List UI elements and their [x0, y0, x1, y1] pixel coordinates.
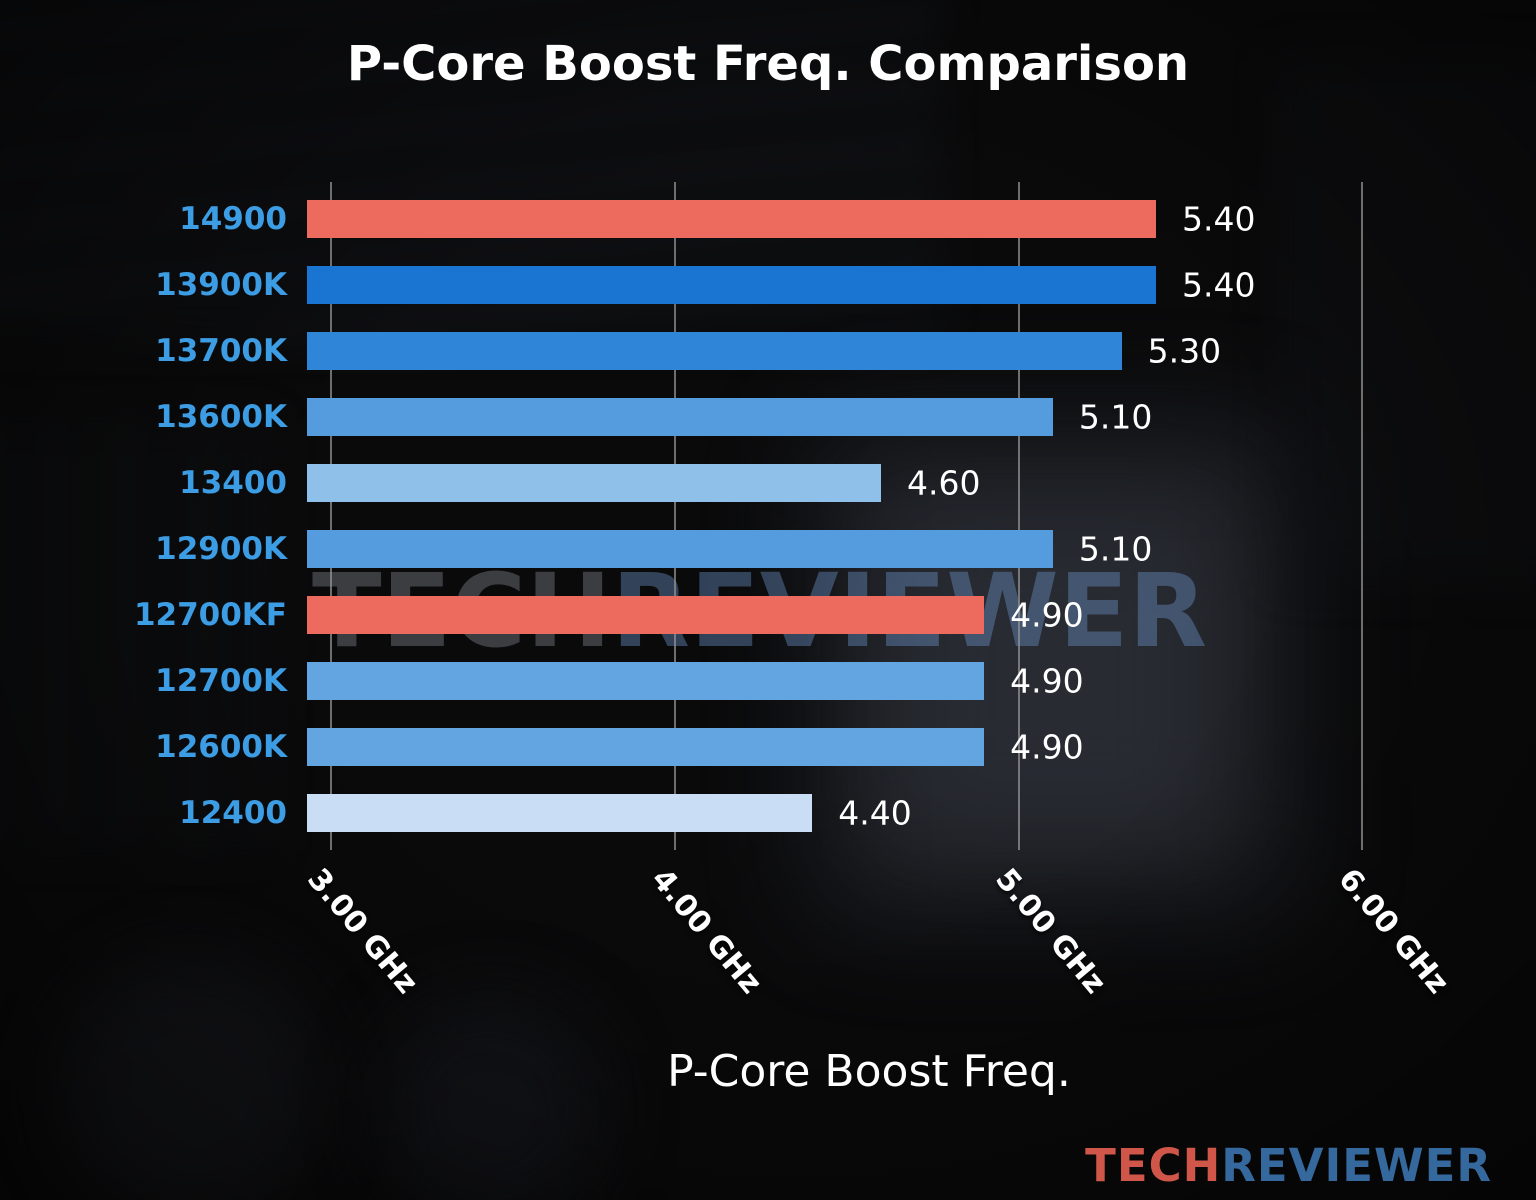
gridline — [330, 182, 333, 850]
value-label: 4.90 — [1010, 727, 1084, 767]
value-label: 4.40 — [838, 793, 912, 833]
bar-row: 12900K 5.10 — [155, 516, 1431, 582]
gridline — [1017, 182, 1020, 850]
value-label: 5.40 — [1182, 199, 1256, 239]
category-label: 13400 — [179, 465, 287, 501]
bar-row: 12700K 4.90 — [155, 648, 1431, 714]
grid-layer — [307, 182, 1431, 850]
bar — [307, 794, 813, 832]
chart-title: P-Core Boost Freq. Comparison — [346, 36, 1190, 92]
bar-row: 12600K 4.90 — [155, 714, 1431, 780]
value-label: 5.10 — [1078, 529, 1153, 569]
bar-row: 13700K 5.30 — [155, 318, 1431, 384]
category-label: 12600K — [155, 729, 287, 765]
bar — [307, 464, 882, 502]
bar — [307, 398, 1053, 436]
value-label: 5.40 — [1182, 265, 1256, 305]
category-label: 13600K — [155, 399, 287, 435]
bar — [307, 596, 985, 634]
category-label: 13900K — [155, 267, 287, 303]
brand-reviewer: REVIEWER — [1221, 1139, 1492, 1192]
category-label: 13700K — [155, 333, 287, 369]
bar — [307, 332, 1122, 370]
bar-row: 13900K 5.40 — [155, 252, 1431, 318]
x-tick-label: 5.00 GHz — [987, 862, 1112, 1001]
bar-row: 14900 5.40 — [179, 186, 1431, 252]
x-tick-label: 3.00 GHz — [300, 862, 425, 1001]
bar — [307, 200, 1156, 238]
bar-row: 13400 4.60 — [179, 450, 1431, 516]
value-label: 5.30 — [1147, 331, 1222, 371]
value-label: 5.10 — [1078, 397, 1153, 437]
category-label: 14900 — [179, 201, 287, 237]
x-axis-ticks: 3.00 GHz 4.00 GHz 5.00 GHz 6.00 GHz — [300, 846, 1455, 1066]
bar — [307, 728, 985, 766]
value-label: 4.60 — [907, 463, 981, 503]
brand-tech: TECH — [1085, 1139, 1222, 1192]
bar-row: 12700KF 4.90 — [134, 582, 1431, 648]
gridline — [1361, 182, 1364, 850]
category-label: 12900K — [155, 531, 287, 567]
x-axis-title: P-Core Boost Freq. — [667, 1046, 1071, 1097]
gridline — [673, 182, 676, 850]
x-tick-label: 4.00 GHz — [643, 862, 769, 1001]
value-label: 4.90 — [1010, 595, 1084, 635]
value-label: 4.90 — [1010, 661, 1084, 701]
plot-area: 14900 5.40 13900K 5.40 13700K 5.30 13600K 5.10 1… — [134, 182, 1456, 1001]
category-label: 12400 — [179, 795, 287, 831]
brand-watermark: TECHREVIEWER — [1085, 1139, 1492, 1192]
bar — [307, 662, 985, 700]
bar-row: 13600K 5.10 — [155, 384, 1431, 450]
bar — [307, 530, 1053, 568]
bars-layer: 14900 5.40 13900K 5.40 13700K 5.30 13600K 5.10 1… — [134, 186, 1431, 846]
category-label: 12700K — [155, 663, 287, 699]
bar — [307, 266, 1156, 304]
bar-row: 12400 4.40 — [179, 780, 1431, 846]
category-label: 12700KF — [133, 597, 287, 633]
